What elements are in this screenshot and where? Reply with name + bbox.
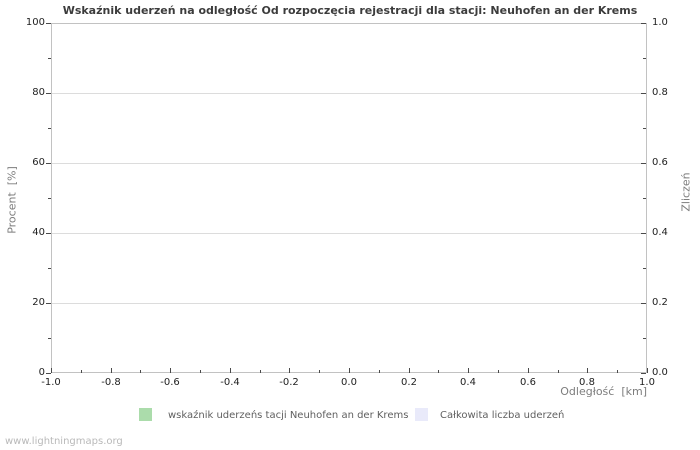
plot-area xyxy=(51,23,647,373)
legend: wskaźnik uderzeńs tacji Neuhofen an der … xyxy=(0,408,700,424)
y-tick-label-left: 60 xyxy=(32,157,45,168)
y-tick-label-left: 0 xyxy=(38,367,45,378)
x-tick xyxy=(230,368,231,373)
x-tick xyxy=(111,368,112,373)
x-tick-label: 1.0 xyxy=(639,377,655,388)
x-tick xyxy=(409,368,410,373)
y-tick-left xyxy=(46,233,51,234)
y-minor-tick-left xyxy=(48,268,51,269)
y-tick-label-right: 1.0 xyxy=(652,17,668,28)
x-minor-tick xyxy=(200,370,201,373)
x-minor-tick xyxy=(260,370,261,373)
y-tick-label-right: 0.6 xyxy=(652,157,668,168)
y-tick-left xyxy=(46,23,51,24)
y-tick-left xyxy=(46,93,51,94)
y-minor-tick-left xyxy=(48,128,51,129)
y-minor-tick-right xyxy=(643,198,646,199)
x-minor-tick xyxy=(81,370,82,373)
y-tick-left xyxy=(46,303,51,304)
y-minor-tick-right xyxy=(643,58,646,59)
x-minor-tick xyxy=(617,370,618,373)
x-tick-label: -0.2 xyxy=(279,377,299,388)
legend-label: wskaźnik uderzeńs tacji Neuhofen an der … xyxy=(168,410,409,421)
legend-label: Całkowita liczba uderzeń xyxy=(440,410,565,421)
x-tick-label: 0.0 xyxy=(341,377,357,388)
y-tick-label-left: 100 xyxy=(25,17,45,28)
x-tick xyxy=(528,368,529,373)
x-tick-label: -0.4 xyxy=(220,377,240,388)
x-tick xyxy=(587,368,588,373)
x-minor-tick xyxy=(319,370,320,373)
x-tick xyxy=(468,368,469,373)
y-axis-title-right: Zliczeń xyxy=(679,172,693,212)
y-tick-label-right: 0.0 xyxy=(652,367,668,378)
y-tick-right xyxy=(641,163,646,164)
y-tick-right xyxy=(641,373,646,374)
y-tick-right xyxy=(641,23,646,24)
x-tick-label: 0.6 xyxy=(520,377,536,388)
legend-swatch xyxy=(139,408,152,421)
x-tick-label: 0.4 xyxy=(460,377,476,388)
gridline xyxy=(52,303,646,304)
y-tick-right xyxy=(641,303,646,304)
y-tick-label-right: 0.2 xyxy=(652,297,668,308)
y-tick-left xyxy=(46,163,51,164)
x-axis-title: Odległość [km] xyxy=(560,385,647,398)
gridline xyxy=(52,163,646,164)
gridline xyxy=(52,93,646,94)
y-minor-tick-left xyxy=(48,198,51,199)
watermark: www.lightningmaps.org xyxy=(5,436,123,447)
x-tick-label: -1.0 xyxy=(41,377,61,388)
y-minor-tick-right xyxy=(643,338,646,339)
legend-swatch xyxy=(415,408,428,421)
y-axis-title-left: Procent [%] xyxy=(5,166,19,234)
x-tick-label: 0.8 xyxy=(579,377,595,388)
y-tick-left xyxy=(46,373,51,374)
y-tick-right xyxy=(641,233,646,234)
gridline xyxy=(52,233,646,234)
x-minor-tick xyxy=(379,370,380,373)
x-tick-label: -0.6 xyxy=(160,377,180,388)
x-tick xyxy=(170,368,171,373)
x-minor-tick xyxy=(558,370,559,373)
chart-title: Wskaźnik uderzeń na odległość Od rozpocz… xyxy=(62,4,638,17)
x-minor-tick xyxy=(438,370,439,373)
y-minor-tick-left xyxy=(48,58,51,59)
y-tick-label-right: 0.8 xyxy=(652,87,668,98)
x-tick xyxy=(51,368,52,373)
y-minor-tick-right xyxy=(643,268,646,269)
x-tick xyxy=(349,368,350,373)
y-tick-label-right: 0.4 xyxy=(652,227,668,238)
x-minor-tick xyxy=(140,370,141,373)
x-tick xyxy=(289,368,290,373)
x-tick xyxy=(647,368,648,373)
y-minor-tick-right xyxy=(643,128,646,129)
y-tick-label-left: 40 xyxy=(32,227,45,238)
y-tick-label-left: 80 xyxy=(32,87,45,98)
y-minor-tick-left xyxy=(48,338,51,339)
y-tick-label-left: 20 xyxy=(32,297,45,308)
y-tick-right xyxy=(641,93,646,94)
x-tick-label: -0.8 xyxy=(101,377,121,388)
x-minor-tick xyxy=(498,370,499,373)
x-tick-label: 0.2 xyxy=(401,377,417,388)
